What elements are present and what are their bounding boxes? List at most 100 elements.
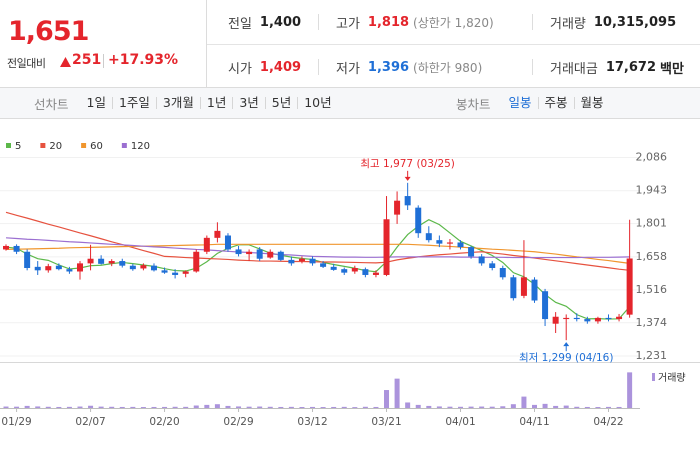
volume-bar xyxy=(563,405,569,408)
x-tick-label: 03/12 xyxy=(297,416,327,428)
candle-body xyxy=(298,258,305,262)
volume-bar xyxy=(214,404,220,408)
candle-body xyxy=(87,258,94,264)
period-tab[interactable]: 10년 xyxy=(297,96,337,109)
candle-body xyxy=(108,261,115,264)
divider xyxy=(318,59,319,75)
candle-body xyxy=(616,316,623,320)
candle-body xyxy=(404,196,411,206)
candle-body xyxy=(267,251,274,258)
candle-body xyxy=(362,269,369,275)
volume-bar xyxy=(553,405,559,408)
line-chart-tabs: 선차트 1일 1주일 3개월 1년 3년 5년 10년 xyxy=(34,88,338,118)
period-tab[interactable]: 3개월 xyxy=(155,96,200,109)
candle-body xyxy=(203,237,210,252)
legend-swatch xyxy=(121,143,127,148)
period-tab[interactable]: 1주일 xyxy=(111,96,156,109)
stat-value: 1,400 xyxy=(259,14,302,30)
candle-body xyxy=(436,240,443,244)
current-price: 1,651 xyxy=(8,16,89,47)
volume-bar xyxy=(183,406,189,408)
candle-body xyxy=(594,317,601,322)
candle-body xyxy=(531,279,538,301)
volume-bar xyxy=(500,406,506,408)
x-tick-label: 02/07 xyxy=(75,416,105,428)
x-tick-label: 02/29 xyxy=(223,416,253,428)
volume-bar xyxy=(627,372,633,408)
volume-bar xyxy=(616,406,622,408)
volume-bar xyxy=(479,406,485,408)
candle-body xyxy=(383,219,390,275)
stat: 저가 1,396 (하한가 980) xyxy=(336,45,482,89)
volume-bar xyxy=(352,407,358,408)
divider xyxy=(318,14,319,30)
stat-value: 17,672 xyxy=(605,59,657,75)
moving-average-line xyxy=(5,219,631,320)
volume-bar xyxy=(436,406,442,408)
stat-label: 저가 xyxy=(336,61,360,77)
candle-body xyxy=(394,200,401,215)
y-tick-label: 2,086 xyxy=(636,151,668,164)
period-tab[interactable]: 1일 xyxy=(86,95,106,110)
tab-heading: 선차트 xyxy=(34,96,69,112)
moving-average-line xyxy=(5,211,630,271)
volume-bar xyxy=(341,406,347,408)
candle-body xyxy=(66,269,73,272)
candle-body xyxy=(478,256,485,264)
volume-bar xyxy=(204,404,210,408)
volume-bar xyxy=(299,406,305,408)
volume-bar xyxy=(320,407,326,408)
candle-body xyxy=(563,317,570,320)
volume-bar xyxy=(426,405,432,408)
change-label: 전일대비 xyxy=(7,57,46,70)
volume-bar xyxy=(521,396,527,408)
candle-body xyxy=(626,258,633,315)
stat: 거래대금 17,672 백만 xyxy=(550,45,684,89)
legend-label: 60 xyxy=(90,141,103,152)
candle-body xyxy=(76,263,83,272)
candle-body xyxy=(552,316,559,324)
volume-bar xyxy=(310,406,316,408)
volume-bar xyxy=(373,406,379,408)
volume-legend-swatch xyxy=(652,373,655,381)
candle-body xyxy=(193,251,200,272)
candle-body xyxy=(214,230,221,238)
change-amount: 251 xyxy=(72,52,102,68)
volume-bar xyxy=(510,404,516,408)
y-tick-label: 1,374 xyxy=(636,316,668,329)
candle-tab[interactable]: 일봉 xyxy=(508,95,532,110)
volume-bar xyxy=(151,406,157,408)
candle-body xyxy=(457,242,464,248)
stat-label: 전일 xyxy=(228,16,252,32)
candle-body xyxy=(161,270,168,273)
volume-bar xyxy=(595,407,601,408)
period-tab[interactable]: 1년 xyxy=(199,96,232,109)
candle-body xyxy=(140,265,147,269)
change-rate: +17.93% xyxy=(108,52,179,68)
candle-body xyxy=(520,277,527,296)
divider xyxy=(532,14,533,30)
stat-unit: 백만 xyxy=(660,61,684,77)
candle-tab[interactable]: 주봉 xyxy=(537,96,574,109)
candle-chart-tabs: 봉차트 일봉 주봉 월봉 xyxy=(456,88,610,118)
volume-bar xyxy=(394,378,400,408)
candle-body xyxy=(320,263,327,267)
volume-bar xyxy=(468,406,474,408)
y-tick-label: 1,516 xyxy=(636,283,668,296)
period-tab[interactable]: 3년 xyxy=(232,96,264,109)
y-tick-label: 1,943 xyxy=(636,184,668,197)
volume-bar xyxy=(574,406,580,408)
volume-bar xyxy=(35,406,41,408)
candle-body xyxy=(425,233,432,241)
volume-bar xyxy=(288,406,294,408)
legend-swatch xyxy=(40,143,46,148)
candle-body xyxy=(182,271,189,274)
candle-tab[interactable]: 월봉 xyxy=(573,96,610,109)
volume-bar xyxy=(98,406,104,408)
period-tab[interactable]: 5년 xyxy=(264,96,297,109)
candle-body xyxy=(129,265,136,270)
volume-bar xyxy=(605,406,611,408)
volume-bar xyxy=(109,406,115,408)
moving-average-line xyxy=(5,237,630,259)
stat-label: 거래대금 xyxy=(550,61,598,77)
